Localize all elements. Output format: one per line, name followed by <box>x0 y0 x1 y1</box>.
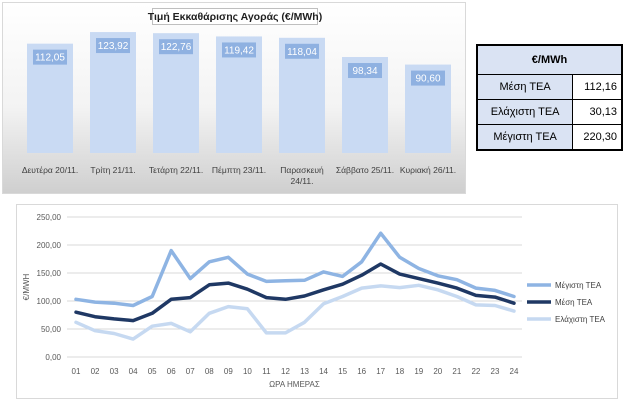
x-tick-label: 22 <box>471 367 480 376</box>
legend-label: Μέγιστη ΤΕΑ <box>555 281 602 290</box>
bar-category-label: Σάββατο 25/11. <box>336 165 394 175</box>
x-tick-label: 17 <box>376 367 385 376</box>
y-tick-label: 100,00 <box>37 297 62 306</box>
stats-label-max: Μέγιστη ΤΕΑ <box>476 124 574 151</box>
legend-label: Ελάχιστη ΤΕΑ <box>555 315 606 324</box>
stats-row-max: Μέγιστη ΤΕΑ 220,30 <box>476 124 624 151</box>
bar-value-label-box <box>285 43 319 59</box>
bar-value-label-box <box>348 63 382 79</box>
x-tick-label: 06 <box>167 367 176 376</box>
x-tick-label: 03 <box>110 367 119 376</box>
stats-label-mean: Μέση ΤΕΑ <box>476 74 574 100</box>
stats-value-min: 30,13 <box>572 99 624 125</box>
x-tick-label: 16 <box>357 367 366 376</box>
x-tick-label: 09 <box>224 367 233 376</box>
stats-row-mean: Μέση ΤΕΑ 112,16 <box>476 74 624 100</box>
y-tick-label: 150,00 <box>37 269 62 278</box>
x-tick-label: 02 <box>91 367 100 376</box>
stats-value-mean: 112,16 <box>572 74 624 100</box>
x-tick-label: 23 <box>491 367 500 376</box>
bar-chart-panel: 112,05 Δευτέρα 20/11. 123,92 Τρίτη 21/11. 12… <box>2 2 466 194</box>
x-tick-label: 18 <box>395 367 404 376</box>
bar-value-label: 90,60 <box>415 74 440 85</box>
bar-category-label: Τρίτη 21/11. <box>90 165 135 175</box>
bar-category-label: Δευτέρα 20/11. <box>22 165 78 175</box>
bar-category-label: Παρασκευή <box>280 165 324 175</box>
x-axis-label: ΩΡΑ ΗΜΕΡΑΣ <box>269 380 320 389</box>
bar-value-label-box <box>159 39 193 55</box>
x-tick-label: 12 <box>281 367 290 376</box>
series-line-2 <box>74 262 516 323</box>
y-tick-label: 200,00 <box>37 241 62 250</box>
stats-label-min: Ελάχιστη ΤΕΑ <box>476 99 574 125</box>
bar-category-label: Πέμπτη 23/11. <box>212 165 266 175</box>
x-tick-label: 24 <box>510 367 519 376</box>
series-line-1 <box>74 231 516 308</box>
bar-value-label: 123,92 <box>98 41 129 52</box>
line-chart: 0,00 50,00 100,00 150,00 200,00 250,00 €/MWH 01… <box>22 213 606 389</box>
legend-label: Μέση ΤΕΑ <box>555 298 593 307</box>
x-tick-label: 21 <box>452 367 461 376</box>
stats-table-header: €/MWh <box>476 44 623 75</box>
bar-value-label: 98,34 <box>352 66 377 77</box>
x-tick-label: 19 <box>414 367 423 376</box>
bar-category-label: Τετάρτη 22/11. <box>149 165 203 175</box>
bar-category-label: 24/11. <box>290 176 313 186</box>
x-tick-label: 13 <box>300 367 309 376</box>
bar-value-label: 119,42 <box>224 45 254 56</box>
series-line-3 <box>74 283 516 341</box>
y-axis-label: €/MWH <box>22 273 31 300</box>
y-tick-label: 0,00 <box>45 353 61 362</box>
bar-value-label-box <box>222 42 256 58</box>
stats-value-max: 220,30 <box>572 124 624 151</box>
stats-table: €/MWh Μέση ΤΕΑ 112,16 Ελάχιστη ΤΕΑ 30,13… <box>476 44 624 151</box>
bar-chart-title: Τιμή Εκκαθάρισης Αγοράς (€/MWh) <box>148 8 322 25</box>
x-tick-label: 04 <box>129 367 138 376</box>
y-tick-label: 250,00 <box>37 213 62 222</box>
x-tick-label: 11 <box>262 367 271 376</box>
x-tick-label: 15 <box>338 367 347 376</box>
x-tick-label: 10 <box>243 367 252 376</box>
bar-value-label: 122,76 <box>161 42 192 53</box>
bar-value-label: 118,04 <box>287 47 317 58</box>
x-tick-label: 20 <box>433 367 442 376</box>
bar-chart: 112,05 Δευτέρα 20/11. 123,92 Τρίτη 21/11. 12… <box>22 32 456 186</box>
x-tick-label: 14 <box>319 367 328 376</box>
bar-value-label: 112,05 <box>35 53 65 64</box>
stats-row-min: Ελάχιστη ΤΕΑ 30,13 <box>476 99 624 125</box>
bar-category-label: Κυριακή 26/11. <box>400 165 456 175</box>
x-tick-label: 01 <box>72 367 81 376</box>
x-tick-label: 07 <box>186 367 195 376</box>
bar-value-label-box <box>96 38 130 54</box>
x-tick-label: 08 <box>205 367 214 376</box>
bar-value-label-box <box>33 49 67 65</box>
x-tick-label: 05 <box>148 367 157 376</box>
line-chart-panel: 0,00 50,00 100,00 150,00 200,00 250,00 €/MWH 01… <box>16 204 618 399</box>
y-tick-label: 50,00 <box>41 325 62 334</box>
bar-value-label-box <box>411 70 445 86</box>
